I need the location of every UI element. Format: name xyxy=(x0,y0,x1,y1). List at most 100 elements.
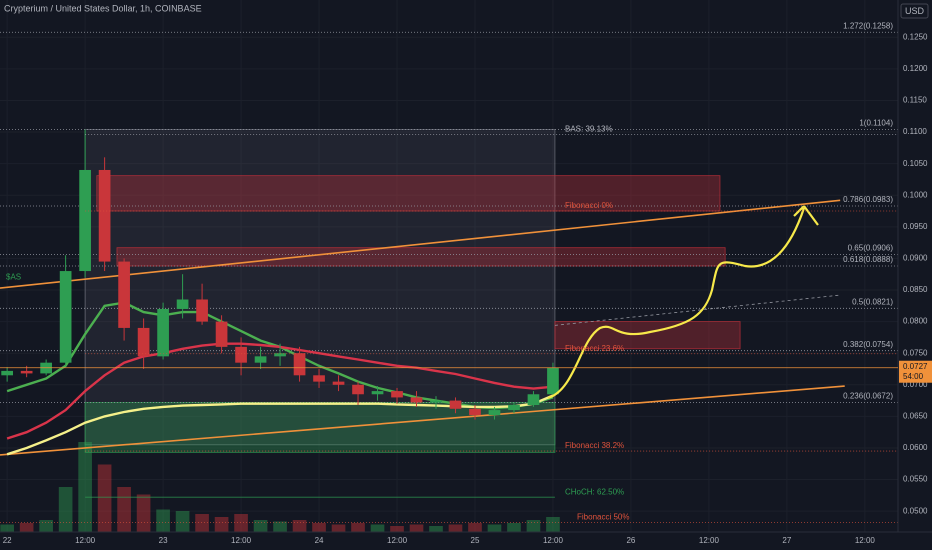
candle-body xyxy=(215,321,228,347)
candle-body xyxy=(293,353,306,376)
annotation: Fibonacci 38.2% xyxy=(565,441,624,450)
volume-bar xyxy=(526,520,541,532)
x-tick-label: 26 xyxy=(626,536,635,545)
candle-body xyxy=(254,356,267,363)
volume-bar xyxy=(370,524,385,532)
volume-bar xyxy=(409,524,424,532)
countdown: 54:00 xyxy=(903,372,924,381)
axes: 0.0500 0.0550 0.0600 0.0650 0.0700 0.0750 0.08… xyxy=(3,32,928,545)
y-tick-label: 0.0650 xyxy=(903,411,928,420)
volume-bar xyxy=(429,526,443,532)
annotation: $AS xyxy=(6,272,21,281)
candle-body xyxy=(547,367,559,395)
candle-body xyxy=(313,375,325,382)
candle-body xyxy=(332,381,345,385)
volume-bar xyxy=(390,526,404,532)
candle-body xyxy=(59,271,72,363)
y-tick-label: 0.0500 xyxy=(903,506,928,515)
volume-bar xyxy=(546,517,560,532)
x-tick-label: 12:00 xyxy=(699,536,720,545)
candle-body xyxy=(410,397,423,403)
volume-bar xyxy=(487,524,502,532)
y-tick-label: 0.0900 xyxy=(903,254,928,263)
y-tick-label: 0.1100 xyxy=(903,127,927,136)
y-tick-label: 0.1050 xyxy=(903,159,928,168)
volume-bar xyxy=(273,521,287,532)
annotations: BAS: 39.13% Fibonacci 0% Fibonacci 23.6% Fi… xyxy=(0,125,898,523)
candle-body xyxy=(157,308,169,357)
volume-bar xyxy=(156,509,170,532)
volume-bar xyxy=(117,487,131,532)
volume-bar xyxy=(175,511,190,532)
fib-label: 1.272(0.1258) xyxy=(843,21,893,30)
volume-bar xyxy=(136,494,151,532)
candle-body xyxy=(118,261,130,328)
price-tag xyxy=(899,360,932,383)
candle-body xyxy=(79,169,91,272)
x-tick-label: 27 xyxy=(782,536,791,545)
zone xyxy=(84,402,556,453)
fib-label: 0.618(0.0888) xyxy=(843,255,893,264)
moving-average xyxy=(6,394,554,456)
candle-body xyxy=(176,299,189,309)
volume-bar xyxy=(312,523,326,532)
volume-bar xyxy=(58,487,73,532)
y-tick-label: 0.0850 xyxy=(903,285,928,294)
forecast-arrow xyxy=(547,205,819,400)
zone xyxy=(84,129,556,446)
candle-body xyxy=(196,299,208,322)
annotation: BAS: 39.13% xyxy=(565,125,613,134)
y-axis-panel xyxy=(898,0,932,532)
volume-bar xyxy=(78,442,92,532)
x-tick-label: 22 xyxy=(3,536,12,545)
candle-body xyxy=(527,394,540,406)
fib-label: 0.5(0.0821) xyxy=(852,297,893,306)
trendlines xyxy=(0,199,845,456)
annotation: Fibonacci 50% xyxy=(577,513,629,522)
x-tick-label: 25 xyxy=(471,536,480,545)
y-tick-label: 0.1000 xyxy=(903,190,928,199)
x-tick-label: 12:00 xyxy=(543,536,564,545)
fib-label: 1(0.1104) xyxy=(859,119,893,128)
candle-body xyxy=(449,400,462,409)
candle-body xyxy=(274,353,286,357)
annotation: Fibonacci 0% xyxy=(565,201,613,210)
fib-label: 0.786(0.0983) xyxy=(843,195,893,204)
volume-bar xyxy=(19,523,34,532)
y-tick-label: 0.0750 xyxy=(903,348,928,357)
trendline xyxy=(0,385,845,456)
trendline xyxy=(0,199,841,289)
x-tick-label: 24 xyxy=(315,536,324,545)
price-label: 0.0727 xyxy=(903,362,928,371)
currency-box[interactable] xyxy=(900,3,929,19)
zone xyxy=(116,247,726,267)
y-tick-label: 0.1250 xyxy=(903,32,928,41)
y-tick-label: 0.0950 xyxy=(903,222,928,231)
chart-title: Crypterium / United States Dollar, 1h, C… xyxy=(4,3,202,13)
candle-body xyxy=(1,370,13,376)
y-tick-label: 0.0600 xyxy=(903,443,928,452)
candle-body xyxy=(430,400,442,403)
fib-label: 0.236(0.0672) xyxy=(843,392,893,401)
candle-body xyxy=(20,370,33,374)
fib-label: 0.65(0.0906) xyxy=(848,244,894,253)
volume-bar xyxy=(234,514,248,532)
x-tick-label: 12:00 xyxy=(387,536,408,545)
candle-body xyxy=(352,384,364,395)
y-tick-label: 0.1150 xyxy=(903,96,927,105)
fib-levels: 1.272(0.1258) 1(0.1104) 0.786(0.0983) 0.65(… xyxy=(0,21,898,403)
currency[interactable]: USD xyxy=(905,6,925,16)
volume-bar xyxy=(39,520,53,532)
volume xyxy=(0,442,560,532)
x-tick-label: 12:00 xyxy=(75,536,96,545)
candle-body xyxy=(137,327,150,357)
y-tick-label: 0.0550 xyxy=(903,475,928,484)
y-tick-label: 0.0700 xyxy=(903,380,928,389)
candle-body xyxy=(508,405,520,411)
zone xyxy=(96,175,721,212)
volume-bar xyxy=(507,523,521,532)
volume-bar xyxy=(468,523,482,532)
candle-body xyxy=(469,408,481,416)
